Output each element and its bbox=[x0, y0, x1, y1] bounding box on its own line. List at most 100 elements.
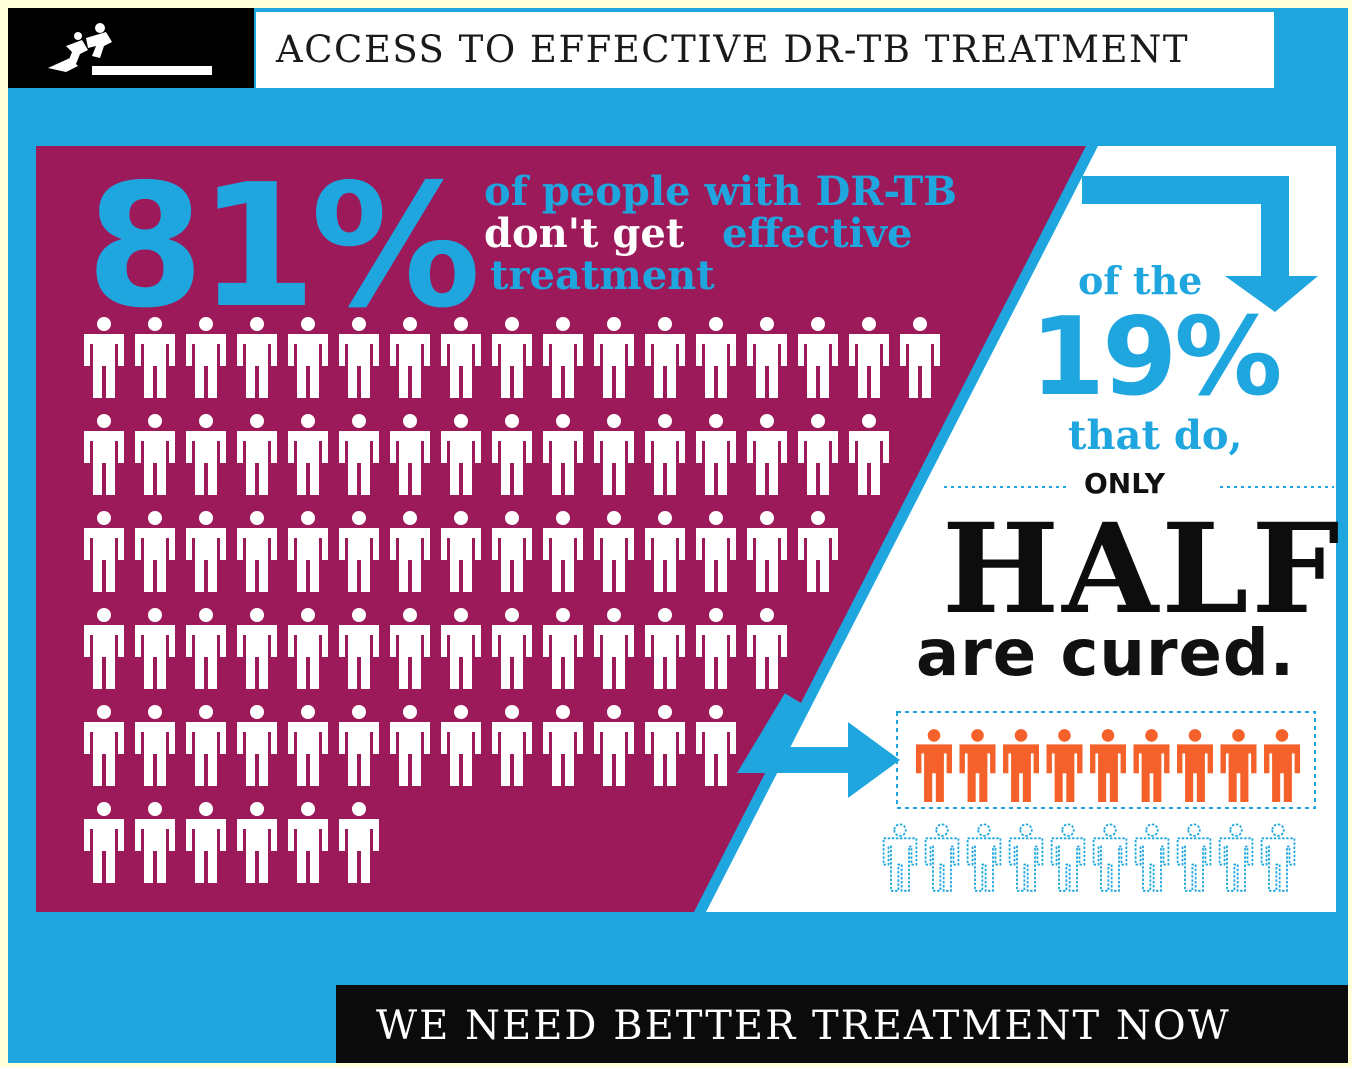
person-icon bbox=[441, 317, 481, 398]
cured-person-icon bbox=[1003, 729, 1039, 802]
are-cured-label: are cured. bbox=[916, 617, 1296, 691]
person-icon bbox=[390, 608, 430, 689]
person-icon bbox=[441, 705, 481, 786]
person-icon bbox=[747, 414, 787, 495]
person-icon bbox=[492, 705, 532, 786]
person-icon bbox=[390, 511, 430, 592]
person-icon bbox=[747, 317, 787, 398]
person-icon bbox=[84, 705, 124, 786]
person-icon bbox=[696, 414, 736, 495]
person-icon bbox=[696, 511, 736, 592]
person-icon bbox=[696, 705, 736, 786]
footer-banner: WE NEED BETTER TREATMENT NOW bbox=[336, 985, 1348, 1063]
person-icon bbox=[390, 414, 430, 495]
person-icon bbox=[645, 511, 685, 592]
person-icon bbox=[900, 317, 940, 398]
person-icon bbox=[186, 414, 226, 495]
person-icon bbox=[594, 608, 634, 689]
arrow-shaft-bottom bbox=[737, 693, 860, 773]
person-icon bbox=[84, 414, 124, 495]
person-icon bbox=[288, 608, 328, 689]
person-icon bbox=[492, 511, 532, 592]
big-percent-19: 19% bbox=[1030, 295, 1283, 420]
cured-person-icon bbox=[1133, 729, 1170, 802]
stat-line-2-blue: effective bbox=[722, 210, 913, 257]
person-icon bbox=[84, 511, 124, 592]
cured-person-icon bbox=[959, 729, 996, 802]
person-icon bbox=[237, 511, 277, 592]
person-icon bbox=[339, 414, 379, 495]
person-icon bbox=[288, 511, 328, 592]
person-icon bbox=[186, 705, 226, 786]
person-icon bbox=[492, 317, 532, 398]
person-icon bbox=[288, 802, 328, 883]
person-icon bbox=[135, 511, 175, 592]
person-icon bbox=[288, 414, 328, 495]
person-icon bbox=[645, 414, 685, 495]
person-icon bbox=[849, 414, 889, 495]
person-icon bbox=[441, 608, 481, 689]
person-icon bbox=[747, 608, 787, 689]
cured-person-icon bbox=[1220, 729, 1257, 802]
person-icon bbox=[849, 317, 889, 398]
person-icon bbox=[543, 414, 583, 495]
header-title: ACCESS TO EFFECTIVE DR-TB TREATMENT bbox=[276, 28, 1190, 71]
cured-box-outline bbox=[896, 711, 1316, 809]
cured-person-icon bbox=[1264, 729, 1300, 802]
big-percent-81: 81% bbox=[86, 148, 481, 346]
cured-person-icon bbox=[1090, 729, 1126, 802]
person-icon bbox=[339, 705, 379, 786]
person-icon bbox=[339, 511, 379, 592]
person-icon bbox=[84, 317, 124, 398]
person-icon bbox=[645, 317, 685, 398]
person-icon bbox=[288, 317, 328, 398]
person-icon bbox=[543, 317, 583, 398]
that-do-label: that do, bbox=[1068, 412, 1243, 459]
of-the-label: of the bbox=[1078, 258, 1203, 303]
person-icon bbox=[186, 511, 226, 592]
person-icon bbox=[237, 317, 277, 398]
people-grid bbox=[84, 317, 940, 883]
person-icon bbox=[135, 802, 175, 883]
person-icon bbox=[594, 511, 634, 592]
person-icon bbox=[390, 705, 430, 786]
person-icon bbox=[135, 317, 175, 398]
arrow-head-down bbox=[1225, 276, 1318, 312]
person-icon bbox=[390, 317, 430, 398]
stat-line-2-white: don't get bbox=[484, 210, 685, 257]
cured-person-icon bbox=[1046, 729, 1083, 802]
person-icon bbox=[645, 608, 685, 689]
person-icon bbox=[696, 608, 736, 689]
person-icon bbox=[594, 705, 634, 786]
person-icon bbox=[135, 414, 175, 495]
person-icon bbox=[135, 705, 175, 786]
person-icon bbox=[186, 317, 226, 398]
cured-person-icon bbox=[1177, 729, 1213, 802]
person-icon bbox=[339, 802, 379, 883]
person-icon bbox=[543, 511, 583, 592]
msf-logo-icon bbox=[48, 23, 212, 75]
person-icon bbox=[645, 705, 685, 786]
header-banner: ACCESS TO EFFECTIVE DR-TB TREATMENT bbox=[256, 12, 1274, 88]
person-icon bbox=[237, 705, 277, 786]
person-icon bbox=[441, 511, 481, 592]
footer-text: WE NEED BETTER TREATMENT NOW bbox=[376, 1003, 1231, 1049]
person-icon bbox=[237, 802, 277, 883]
person-icon bbox=[798, 414, 838, 495]
arrow-head-right bbox=[848, 722, 900, 798]
person-icon bbox=[186, 802, 226, 883]
person-icon bbox=[237, 608, 277, 689]
person-icon bbox=[339, 608, 379, 689]
person-icon bbox=[696, 317, 736, 398]
only-label: ONLY bbox=[1084, 467, 1165, 500]
cured-people-row bbox=[916, 729, 1300, 802]
person-icon bbox=[186, 608, 226, 689]
person-icon bbox=[84, 802, 124, 883]
person-icon bbox=[237, 414, 277, 495]
person-icon bbox=[492, 608, 532, 689]
stat-line-1: of people with DR-TB bbox=[484, 168, 958, 215]
cured-person-icon bbox=[916, 729, 952, 802]
person-icon bbox=[543, 608, 583, 689]
person-icon bbox=[543, 705, 583, 786]
